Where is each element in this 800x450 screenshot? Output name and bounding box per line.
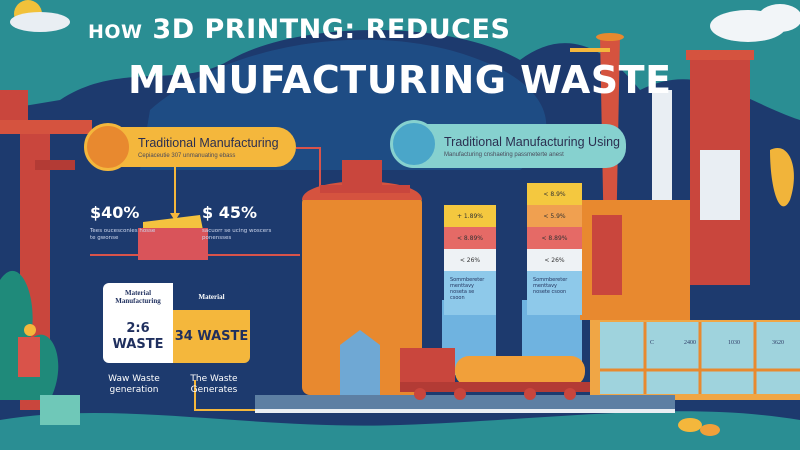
table-header: Material Manufacturing [103,283,173,310]
table-cell: 2:6 WASTE [103,310,173,363]
panel-label: 1030 [728,340,740,346]
printer-icon [390,120,438,168]
table-header: Material [173,283,250,310]
caption-left: Waw Waste generation [108,374,160,395]
cargo-train [400,348,590,400]
page-title-line2: MANUFACTURING WASTE [128,58,672,102]
traditional-manufacturing-using-card: Traditional Manufacturing Using Manufact… [390,120,626,168]
traditional-manufacturing-card: Traditional Manufacturing Cepiaceutie 30… [84,123,296,171]
percentage-tower-1: + 1.89% < 8.89% < 26% Sommbereter mentta… [444,205,496,315]
storage-tank [302,160,422,395]
page-title-line1: HOW 3D PRINTNG: REDUCES [88,14,511,45]
table-cell: 34 WASTE [173,310,250,363]
stat-right: $ 45% sacuorr se ucing woscers ponensses [202,203,272,241]
percentage-tower-2: < 8.9% < 5.9% < 8.89% < 26% Sommbereter … [527,183,582,315]
panel-label: 3620 [772,340,784,346]
factory-icon [84,123,132,171]
waste-comparison-table: Material Manufacturing Material 2:6 WAST… [103,283,250,363]
panel-label: 2400 [684,340,696,346]
stat-left: $40% Tees oucesconies hosse te gwonse [90,203,156,241]
caption-right: The Waste Generates [190,374,238,395]
panel-label: C [650,340,655,346]
